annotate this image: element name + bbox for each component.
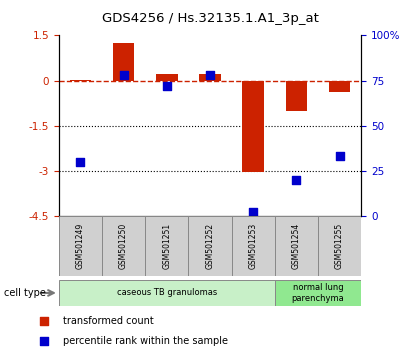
- Point: [120, 72, 127, 78]
- Text: percentile rank within the sample: percentile rank within the sample: [63, 336, 228, 346]
- Text: transformed count: transformed count: [63, 316, 153, 326]
- Bar: [231, 216, 275, 276]
- Text: GSM501253: GSM501253: [249, 223, 258, 269]
- Bar: [286, 80, 307, 110]
- Point: [40, 338, 47, 343]
- Bar: [189, 216, 231, 276]
- Bar: [113, 43, 134, 80]
- Point: [163, 83, 170, 89]
- Bar: [102, 216, 145, 276]
- Text: GSM501249: GSM501249: [76, 223, 85, 269]
- Bar: [275, 216, 318, 276]
- Text: cell type: cell type: [4, 288, 46, 298]
- Point: [207, 72, 213, 78]
- Point: [293, 177, 300, 183]
- Text: GSM501255: GSM501255: [335, 223, 344, 269]
- Text: caseous TB granulomas: caseous TB granulomas: [117, 289, 217, 297]
- Bar: [242, 80, 264, 172]
- Bar: [156, 74, 178, 80]
- Text: GSM501250: GSM501250: [119, 223, 128, 269]
- Point: [77, 159, 84, 165]
- Text: normal lung
parenchyma: normal lung parenchyma: [291, 283, 344, 303]
- Bar: [59, 280, 275, 306]
- Point: [250, 210, 257, 215]
- Bar: [59, 216, 102, 276]
- Bar: [145, 216, 189, 276]
- Text: GSM501252: GSM501252: [205, 223, 215, 269]
- Text: GSM501251: GSM501251: [162, 223, 171, 269]
- Point: [40, 319, 47, 324]
- Text: GSM501254: GSM501254: [292, 223, 301, 269]
- Text: GDS4256 / Hs.32135.1.A1_3p_at: GDS4256 / Hs.32135.1.A1_3p_at: [102, 12, 318, 25]
- Bar: [199, 74, 221, 80]
- Bar: [275, 280, 361, 306]
- Bar: [318, 216, 361, 276]
- Point: [336, 154, 343, 159]
- Bar: [329, 80, 350, 92]
